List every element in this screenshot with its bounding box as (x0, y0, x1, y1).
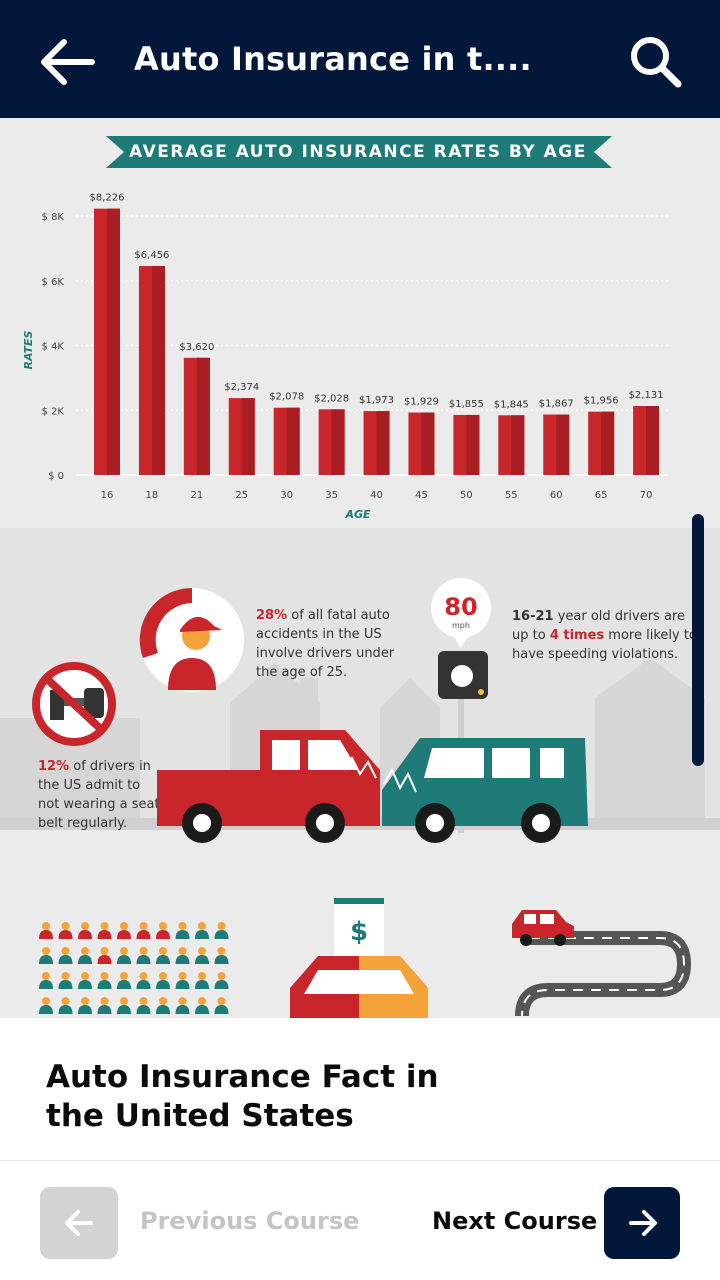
bar-shade (556, 414, 570, 475)
speed-value: 80 (444, 593, 477, 621)
search-button[interactable] (626, 32, 686, 92)
data-label: $2,131 (629, 390, 664, 401)
seatbelt-text-4: belt regularly. (38, 816, 127, 831)
bar-shade (286, 407, 300, 475)
fatal-text-3: involve drivers under (256, 646, 395, 661)
infographic-title: Auto Insurance Fact in the United States (46, 1059, 439, 1134)
bar-shade (107, 208, 120, 475)
data-label: $1,855 (449, 399, 484, 410)
fatal-percent: 28% (256, 608, 287, 623)
fatal-text-2: accidents in the US (256, 627, 382, 642)
fatal-text-4: the age of 25. (256, 665, 347, 680)
bar-shade (421, 412, 435, 475)
speed-text-1: year old drivers are (554, 609, 685, 624)
y-tick-label: $ 0 (48, 471, 64, 482)
data-label: $2,374 (224, 382, 259, 393)
svg-text:16-21 year old drivers are: 16-21 year old drivers are (512, 609, 685, 624)
y-tick-label: $ 6K (42, 277, 65, 288)
course-navigation: Previous Course Next Course (0, 1160, 720, 1280)
speed-bold: 16-21 (512, 609, 554, 624)
bar-shade (646, 406, 660, 475)
x-tick-label: 25 (235, 490, 248, 501)
svg-text:up to 4 times more likely to: up to 4 times more likely to (512, 628, 697, 643)
speed-text-3: have speeding violations. (512, 647, 678, 662)
bar-shade (196, 357, 210, 475)
app-bar: Auto Insurance in t.... (0, 0, 720, 118)
x-tick-label: 40 (370, 490, 383, 501)
x-tick-label: 16 (101, 490, 114, 501)
x-tick-label: 35 (325, 490, 338, 501)
speed-text-2a: up to (512, 628, 550, 643)
facts-illustration: 28% of all fatal auto accidents in the U… (0, 528, 720, 1018)
infographic-image: AVERAGE AUTO INSURANCE RATES BY AGE $ 0$… (0, 136, 720, 1018)
data-label: $3,620 (179, 342, 214, 353)
back-button[interactable] (34, 34, 98, 90)
people-grid-icon (39, 922, 229, 1014)
bar-shade (511, 415, 525, 475)
chart-title: AVERAGE AUTO INSURANCE RATES BY AGE (129, 142, 587, 162)
x-tick-label: 21 (190, 490, 203, 501)
data-label: $1,867 (539, 399, 574, 410)
bar-shade (466, 414, 480, 475)
seatbelt-text-3: not wearing a seat (38, 797, 160, 812)
scrollbar-thumb[interactable] (692, 514, 704, 766)
x-tick-label: 65 (595, 490, 608, 501)
data-label: $1,956 (584, 396, 619, 407)
arrow-left-icon (41, 39, 95, 85)
bar-shade (331, 409, 345, 475)
x-tick-label: 60 (550, 490, 563, 501)
bar-shade (376, 411, 390, 475)
bar-shade (241, 398, 255, 475)
x-tick-label: 18 (146, 490, 159, 501)
arrow-right-icon (629, 1210, 657, 1236)
x-tick-label: 70 (640, 490, 653, 501)
x-axis-label: AGE (344, 508, 371, 521)
teal-van-icon (382, 738, 588, 843)
next-course-button[interactable] (604, 1187, 680, 1259)
dollar-sign: $ (350, 917, 368, 947)
arrow-left-icon (65, 1210, 93, 1236)
red-truck-icon (157, 730, 380, 843)
y-tick-label: $ 4K (42, 342, 65, 353)
x-tick-label: 50 (460, 490, 473, 501)
x-tick-label: 30 (280, 490, 293, 501)
fatal-text-1: of all fatal auto (287, 608, 390, 623)
seatbelt-text-2: the US admit to (38, 778, 140, 793)
data-label: $6,456 (134, 250, 169, 261)
seatbelt-text-1: of drivers in (69, 759, 151, 774)
data-label: $1,929 (404, 397, 439, 408)
y-tick-label: $ 2K (42, 406, 65, 417)
bar-chart: $ 0 $ 2K $ 4K $ 6K $ 8K 16 18 21 25 30 35 40 45 50 55… (22, 193, 668, 521)
y-tick-label: $ 8K (42, 212, 65, 223)
data-label: $2,028 (314, 393, 349, 404)
data-label: $1,973 (359, 395, 394, 406)
bar-shade (601, 411, 615, 475)
road-icon (512, 910, 692, 1017)
search-icon (631, 37, 682, 88)
bar-shade (151, 265, 165, 475)
svg-text:12% of drivers in: 12% of drivers in (38, 759, 151, 774)
x-tick-label: 55 (505, 490, 518, 501)
caption-panel: Auto Insurance Fact in the United States (0, 1018, 720, 1160)
previous-course-button[interactable] (40, 1187, 118, 1259)
svg-text:28% of all fatal auto: 28% of all fatal auto (256, 608, 390, 623)
chart-banner: AVERAGE AUTO INSURANCE RATES BY AGE (106, 136, 612, 168)
data-label: $2,078 (269, 392, 304, 403)
dollar-car-icon: $ (290, 898, 428, 1018)
data-label: $8,226 (90, 193, 125, 204)
previous-course-label[interactable]: Previous Course (140, 1207, 360, 1235)
y-axis-label: RATES (22, 330, 35, 369)
data-label: $1,845 (494, 399, 529, 410)
speed-highlight: 4 times (550, 628, 605, 643)
speed-unit: mph (452, 621, 470, 630)
speed-text-2b: more likely to (604, 628, 697, 643)
seatbelt-percent: 12% (38, 759, 69, 774)
x-tick-label: 45 (415, 490, 428, 501)
next-course-label[interactable]: Next Course (432, 1207, 598, 1235)
infographic-viewer[interactable]: AVERAGE AUTO INSURANCE RATES BY AGE $ 0 $… (0, 118, 720, 1018)
no-seatbelt-icon (32, 662, 116, 746)
page-title: Auto Insurance in t.... (134, 40, 532, 78)
driver-avatar-icon (139, 587, 244, 692)
